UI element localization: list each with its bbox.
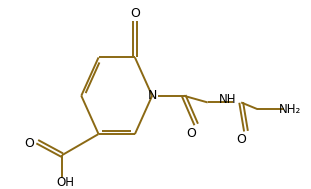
Text: O: O [130, 7, 140, 20]
Text: OH: OH [56, 176, 74, 189]
Text: NH: NH [219, 93, 237, 106]
Text: O: O [25, 137, 35, 150]
Text: O: O [187, 127, 196, 140]
Text: N: N [147, 89, 157, 102]
Text: NH₂: NH₂ [279, 103, 301, 116]
Text: O: O [236, 133, 246, 146]
